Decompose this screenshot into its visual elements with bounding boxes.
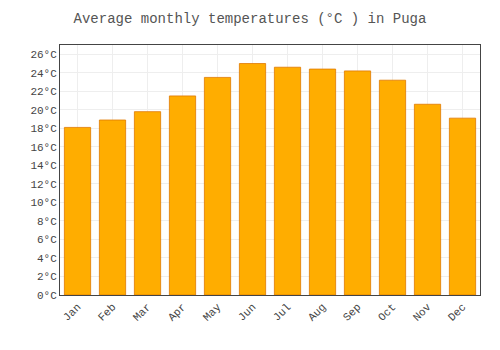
svg-text:Oct: Oct: [376, 301, 398, 323]
svg-text:10°C: 10°C: [30, 197, 57, 209]
svg-text:Sep: Sep: [341, 301, 363, 323]
svg-text:14°C: 14°C: [30, 160, 57, 172]
svg-text:Average monthly temperatures (: Average monthly temperatures (°C ) in Pu…: [74, 11, 427, 27]
svg-text:Mar: Mar: [131, 301, 153, 323]
svg-text:26°C: 26°C: [30, 49, 57, 61]
svg-text:8°C: 8°C: [37, 216, 57, 228]
svg-text:12°C: 12°C: [30, 179, 57, 191]
svg-text:20°C: 20°C: [30, 105, 57, 117]
svg-text:Feb: Feb: [96, 301, 118, 323]
svg-text:May: May: [201, 301, 224, 324]
svg-text:2°C: 2°C: [37, 271, 57, 283]
svg-text:16°C: 16°C: [30, 142, 57, 154]
svg-text:Jan: Jan: [61, 301, 83, 323]
svg-text:Dec: Dec: [446, 301, 468, 323]
svg-text:18°C: 18°C: [30, 123, 57, 135]
svg-text:Jun: Jun: [236, 301, 258, 323]
svg-text:Nov: Nov: [411, 301, 434, 324]
svg-text:Aug: Aug: [306, 301, 328, 323]
svg-text:4°C: 4°C: [37, 253, 57, 265]
svg-text:0°C: 0°C: [37, 290, 57, 302]
svg-text:6°C: 6°C: [37, 234, 57, 246]
svg-text:Apr: Apr: [166, 301, 188, 323]
svg-text:22°C: 22°C: [30, 86, 57, 98]
svg-text:Jul: Jul: [271, 301, 293, 323]
svg-text:24°C: 24°C: [30, 68, 57, 80]
